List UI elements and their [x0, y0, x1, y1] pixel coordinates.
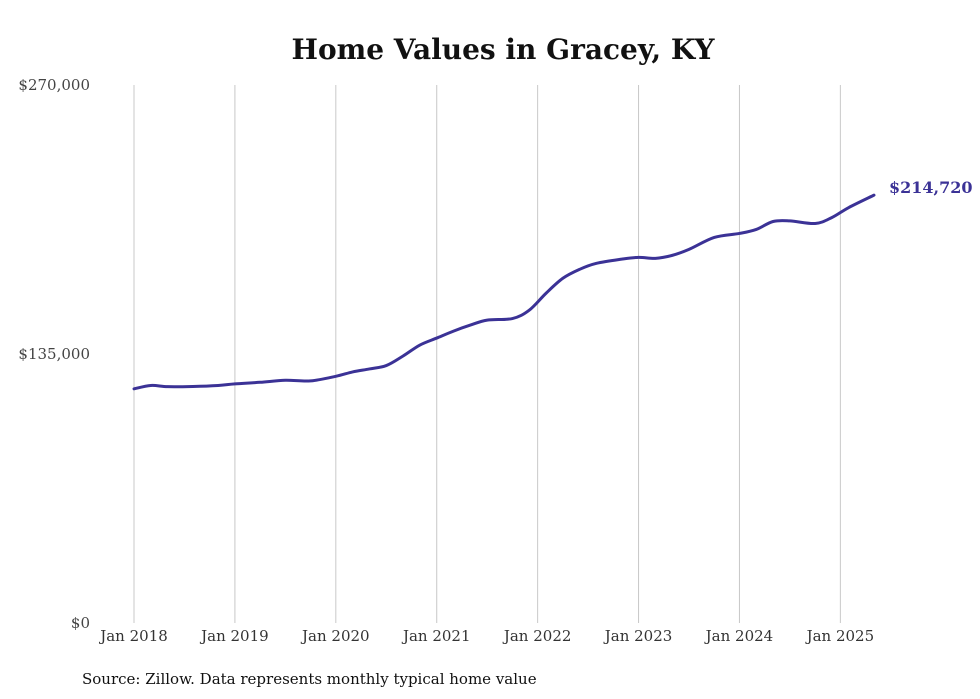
x-tick-label: Jan 2024 [704, 627, 774, 645]
y-tick-label: $135,000 [18, 345, 90, 363]
y-axis-ticks: $0 $135,000 $270,000 [18, 76, 90, 632]
x-tick-label: Jan 2023 [603, 627, 673, 645]
y-tick-label: $270,000 [18, 76, 90, 94]
x-tick-label: Jan 2019 [199, 627, 269, 645]
x-tick-label: Jan 2022 [502, 627, 572, 645]
end-value-label: $214,720 [889, 178, 973, 197]
grid-lines [133, 85, 841, 623]
series-line [132, 193, 876, 391]
x-tick-label: Jan 2025 [805, 627, 875, 645]
x-axis-ticks: Jan 2018 Jan 2019 Jan 2020 Jan 2021 Jan 2022… [98, 627, 874, 645]
x-tick-label: Jan 2021 [401, 627, 471, 645]
x-tick-label: Jan 2018 [98, 627, 168, 645]
source-note: Source: Zillow. Data represents monthly … [82, 670, 537, 688]
x-tick-label: Jan 2020 [300, 627, 370, 645]
chart-title: Home Values in Gracey, KY [291, 33, 715, 66]
y-tick-label: $0 [71, 614, 90, 632]
series-layer [132, 193, 876, 391]
